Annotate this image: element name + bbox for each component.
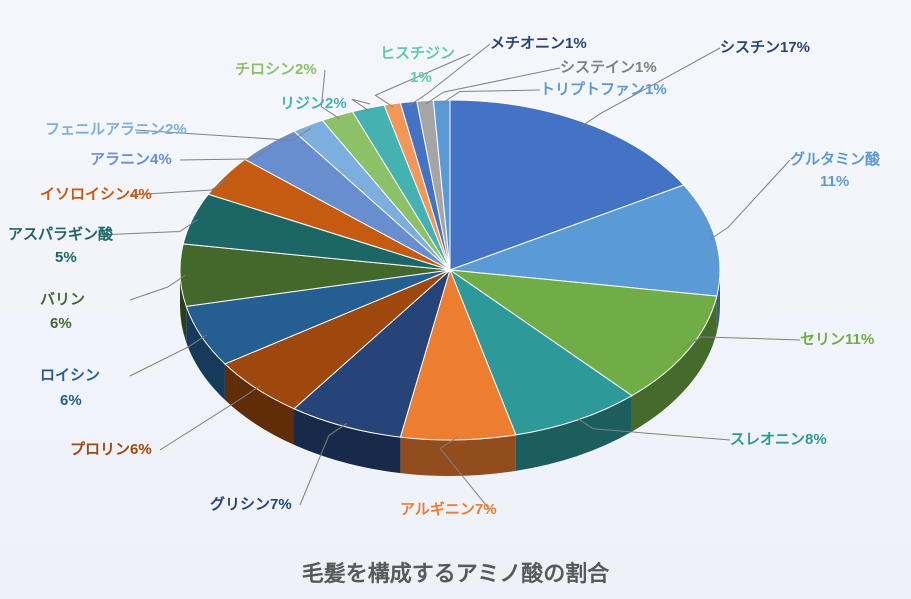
- slice-label: イソロイシン4%: [40, 185, 152, 205]
- slice-label: チロシン2%: [235, 60, 317, 80]
- slice-label-line2: 11%: [820, 172, 849, 192]
- slice-label: リジン2%: [280, 94, 347, 114]
- slice-label: シスチン17%: [720, 38, 810, 58]
- slice-label: メチオニン1%: [490, 34, 587, 54]
- slice-label: グルタミン酸: [790, 150, 880, 170]
- slice-label: フェニルアラニン2%: [45, 120, 187, 140]
- slice-label: バリン: [40, 290, 85, 310]
- slice-label: ロイシン: [40, 366, 100, 386]
- chart-container: シスチン17% グルタミン酸11% セリン11% スレオニン8% アルギニン7% グリシン…: [0, 0, 911, 599]
- slice-label-line2: 6%: [50, 314, 72, 334]
- slice-label-line2: 5%: [55, 248, 77, 268]
- slice-label: プロリン6%: [70, 440, 152, 460]
- chart-title: 毛髪を構成するアミノ酸の割合: [0, 556, 911, 588]
- leader-line: [710, 160, 790, 239]
- slice-label: ヒスチジン: [380, 44, 455, 64]
- slice-label: システイン1%: [560, 58, 657, 78]
- slice-label: トリプトファン1%: [540, 80, 667, 100]
- slice-label-line2: 6%: [60, 391, 82, 411]
- leader-line: [130, 275, 186, 300]
- slice-label: アスパラギン酸: [8, 225, 113, 245]
- slice-label: グリシン7%: [210, 495, 292, 515]
- slice-label: スレオニン8%: [730, 430, 827, 450]
- slice-label: アラニン4%: [90, 150, 172, 170]
- slice-label: セリン11%: [800, 330, 874, 350]
- slice-label-line2: 1%: [410, 68, 432, 88]
- slice-label: アルギニン7%: [400, 500, 497, 520]
- pie-side: [400, 435, 515, 476]
- leader-line: [160, 386, 260, 450]
